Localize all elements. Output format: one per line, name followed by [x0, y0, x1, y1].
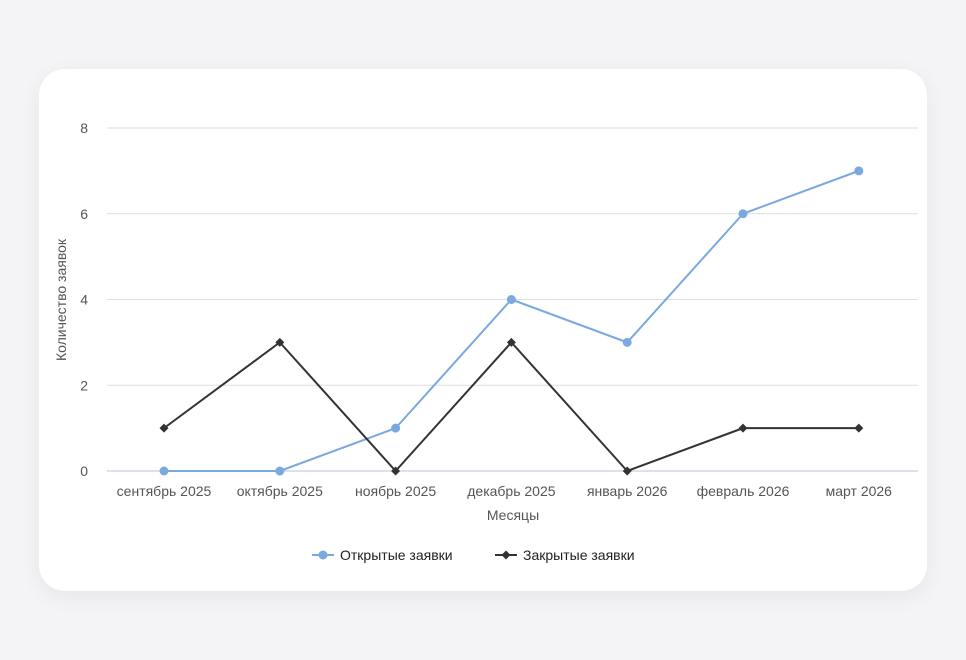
x-tick-label: октябрь 2025: [237, 483, 323, 499]
y-axis-title: Количество заявок: [53, 238, 69, 361]
legend-label: Закрытые заявки: [523, 547, 635, 563]
x-tick-label: февраль 2026: [697, 483, 790, 499]
x-tick-label: март 2026: [826, 483, 893, 499]
y-tick-label: 8: [80, 120, 88, 136]
x-axis-title: Месяцы: [487, 507, 539, 523]
legend-marker: [318, 550, 328, 560]
legend-marker: [501, 550, 511, 560]
data-point: [506, 337, 516, 347]
data-point: [854, 166, 864, 176]
legend-label: Открытые заявки: [340, 547, 453, 563]
y-axis-ticks: 0 2 4 6 8: [80, 120, 88, 479]
x-axis-ticks: сентябрь 2025 октябрь 2025 ноябрь 2025 дека…: [117, 483, 893, 499]
x-tick-label: январь 2026: [587, 483, 668, 499]
data-point: [159, 466, 169, 476]
legend: Открытые заявки Закрытые заявки: [312, 547, 635, 563]
series-group: [159, 166, 864, 476]
data-point: [159, 423, 169, 433]
series-line: [164, 169, 860, 472]
y-tick-label: 2: [80, 377, 88, 393]
y-tick-label: 6: [80, 206, 88, 222]
data-point: [391, 423, 401, 433]
y-tick-label: 4: [80, 292, 88, 308]
data-point: [622, 337, 632, 347]
data-point: [506, 295, 516, 304]
data-point: [738, 423, 748, 433]
x-tick-label: декабрь 2025: [467, 483, 556, 499]
data-point: [738, 209, 748, 219]
data-point: [275, 466, 285, 476]
data-point: [391, 466, 401, 476]
series-line: [163, 341, 859, 472]
y-tick-label: 0: [80, 463, 88, 479]
data-point: [854, 423, 864, 433]
x-tick-label: сентябрь 2025: [117, 483, 212, 499]
x-tick-label: ноябрь 2025: [355, 483, 436, 499]
data-point: [622, 466, 632, 476]
data-point: [275, 337, 285, 347]
